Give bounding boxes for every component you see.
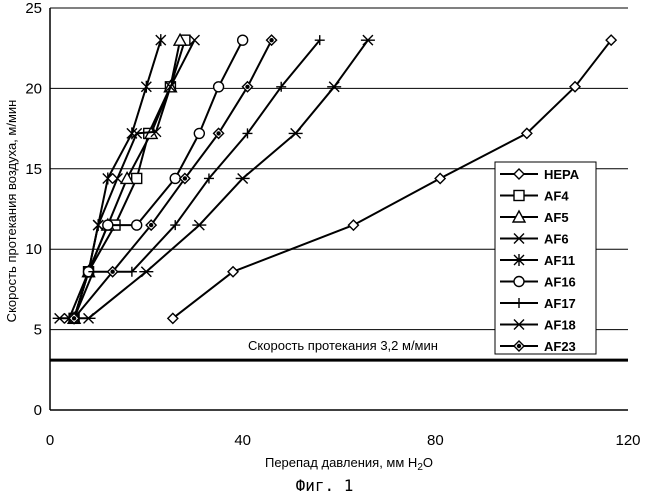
legend-marker-af16-shape bbox=[514, 277, 524, 287]
data-point-af16-shape bbox=[103, 220, 113, 230]
x-axis-title-end: O bbox=[423, 455, 433, 470]
data-point-af23-shape bbox=[111, 270, 114, 273]
data-point-af23-shape bbox=[183, 177, 186, 180]
data-point-af23-shape bbox=[270, 39, 273, 42]
x-axis-title-main: Перепад давления, мм H bbox=[265, 455, 417, 470]
data-point-af16 bbox=[214, 82, 224, 92]
figure-caption: Фиг. 1 bbox=[0, 476, 649, 495]
data-point-af16-shape bbox=[132, 220, 142, 230]
legend-marker-af23-shape bbox=[518, 345, 521, 348]
x-tick-label: 120 bbox=[615, 432, 640, 449]
y-tick-label: 0 bbox=[34, 402, 42, 419]
data-point-af16-shape bbox=[214, 82, 224, 92]
y-tick-labels: 0 5 10 15 20 25 bbox=[25, 0, 42, 419]
legend-label: AF5 bbox=[544, 210, 569, 225]
legend: HEPA AF4 AF5 AF6 AF11 AF16 AF17 AF18 AF23 bbox=[495, 162, 596, 354]
x-tick-label: 80 bbox=[427, 432, 444, 449]
data-point-af16-shape bbox=[238, 35, 248, 45]
data-point-af23-shape bbox=[246, 85, 249, 88]
y-tick-label: 5 bbox=[34, 322, 42, 339]
data-point-af16 bbox=[170, 173, 180, 183]
y-tick-label: 20 bbox=[25, 80, 42, 97]
y-tick-label: 25 bbox=[25, 0, 42, 17]
legend-marker-af4 bbox=[514, 191, 524, 201]
legend-label: AF6 bbox=[544, 232, 569, 247]
legend-label: HEPA bbox=[544, 167, 580, 182]
data-point-af16 bbox=[103, 220, 113, 230]
data-point-af16 bbox=[238, 35, 248, 45]
x-axis-title: Перепад давления, мм H2O bbox=[265, 455, 433, 470]
data-point-af16 bbox=[132, 220, 142, 230]
reference-line-label: Скорость протекания 3,2 м/мин bbox=[248, 338, 438, 353]
legend-label: AF18 bbox=[544, 318, 576, 333]
y-axis-title: Скорость протекания воздуха, м/мин bbox=[4, 100, 19, 323]
legend-label: AF23 bbox=[544, 339, 576, 354]
data-point-af16-shape bbox=[170, 173, 180, 183]
y-tick-label: 15 bbox=[25, 161, 42, 178]
legend-label: AF17 bbox=[544, 296, 576, 311]
legend-marker-af4-shape bbox=[514, 191, 524, 201]
legend-label: AF16 bbox=[544, 275, 576, 290]
data-point-af16-shape bbox=[194, 128, 204, 138]
legend-label: AF4 bbox=[544, 189, 569, 204]
data-point-af23-shape bbox=[73, 317, 76, 320]
y-tick-label: 10 bbox=[25, 241, 42, 258]
data-point-af23-shape bbox=[150, 224, 153, 227]
x-tick-label: 0 bbox=[46, 432, 54, 449]
legend-marker-af16 bbox=[514, 277, 524, 287]
legend-label: AF11 bbox=[544, 253, 575, 268]
x-tick-label: 40 bbox=[234, 432, 251, 449]
data-point-af4-shape bbox=[132, 173, 142, 183]
x-tick-labels: 0 40 80 120 bbox=[46, 432, 641, 449]
data-point-af16 bbox=[194, 128, 204, 138]
chart-canvas: 0 5 10 15 20 25 0 40 80 120 Скорость протекания … bbox=[0, 0, 649, 470]
data-point-af4 bbox=[132, 173, 142, 183]
data-point-af23-shape bbox=[217, 132, 220, 135]
